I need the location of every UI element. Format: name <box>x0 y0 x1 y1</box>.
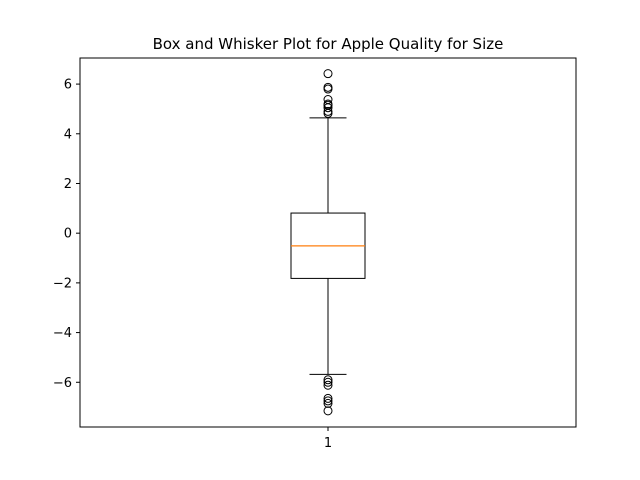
box-series <box>290 69 366 416</box>
outlier-point <box>323 377 333 387</box>
outlier-point <box>323 106 333 116</box>
outlier-point <box>323 398 333 408</box>
y-tick-label: 6 <box>64 78 72 93</box>
chart-title: Box and Whisker Plot for Apple Quality f… <box>153 35 504 53</box>
outlier-point <box>323 69 333 79</box>
outlier-point <box>323 82 333 92</box>
y-tick-label: −6 <box>53 376 72 391</box>
box-group <box>290 69 366 416</box>
outlier-point <box>323 375 333 385</box>
outlier-point <box>323 396 333 406</box>
outlier-point <box>323 99 333 109</box>
y-tick-label: 2 <box>64 177 72 192</box>
y-tick-label: −4 <box>53 326 72 341</box>
y-tick-label: 4 <box>64 127 72 142</box>
outlier-point <box>323 393 333 403</box>
outlier-point <box>323 94 333 104</box>
x-axis: 1 <box>324 427 332 451</box>
outlier-point <box>323 380 333 390</box>
x-tick-label: 1 <box>324 436 332 451</box>
outlier-point <box>323 406 333 416</box>
outlier-point <box>323 84 333 94</box>
y-axis: −6 −4 −2 0 2 4 6 <box>53 78 80 391</box>
y-tick-label: 0 <box>64 227 72 242</box>
y-tick-label: −2 <box>53 276 72 291</box>
